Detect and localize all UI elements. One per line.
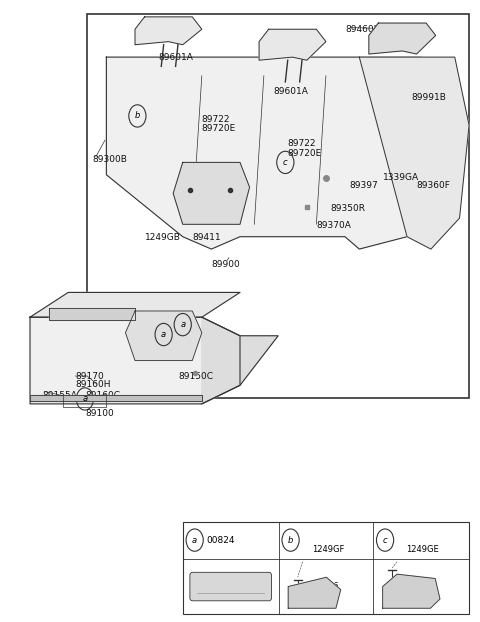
Text: 89722: 89722 [202,114,230,124]
Text: 89155A: 89155A [42,391,77,401]
Text: c: c [283,158,288,167]
Bar [87,14,469,397]
Polygon shape [135,17,202,45]
Text: 89370A: 89370A [316,221,351,230]
FancyBboxPatch shape [190,572,272,601]
Text: 1249GF: 1249GF [312,545,345,554]
Text: 89900: 89900 [211,260,240,269]
Text: 89460F: 89460F [345,25,379,34]
Text: 89300B: 89300B [92,155,127,164]
Text: 89601A: 89601A [159,53,194,62]
Text: a: a [83,394,87,404]
Polygon shape [49,308,135,320]
Text: b: b [135,111,140,121]
Polygon shape [30,292,240,317]
Text: 89720E: 89720E [288,149,322,157]
Text: 89150C: 89150C [178,371,213,381]
Polygon shape [360,57,469,249]
Text: 89076: 89076 [312,582,339,591]
Text: 89350R: 89350R [331,205,366,213]
Polygon shape [30,394,202,401]
Polygon shape [369,23,436,54]
Polygon shape [202,317,278,404]
Polygon shape [288,577,341,608]
Polygon shape [259,29,326,60]
Text: 89397: 89397 [350,181,379,190]
Text: 1249GB: 1249GB [144,233,180,243]
Text: 89100: 89100 [85,409,114,417]
Bar [183,521,469,615]
Polygon shape [107,57,455,249]
Polygon shape [383,574,440,608]
Text: c: c [383,536,387,545]
Text: 89991B: 89991B [412,93,447,102]
Text: 89160C: 89160C [85,391,120,401]
Text: 89411: 89411 [192,233,221,243]
Text: 89075: 89075 [407,588,433,597]
Text: 89722: 89722 [288,139,316,148]
Text: 89170: 89170 [75,371,104,381]
Polygon shape [125,311,202,361]
Text: 89360F: 89360F [417,181,450,190]
Text: a: a [180,320,185,329]
Polygon shape [173,162,250,225]
Text: 89601A: 89601A [274,86,308,96]
Text: 00824: 00824 [206,536,235,545]
Text: 1249GE: 1249GE [407,545,439,554]
Text: b: b [288,536,293,545]
Text: 89720E: 89720E [202,124,236,133]
Polygon shape [30,317,240,404]
Text: a: a [192,536,197,545]
Text: a: a [161,330,166,339]
Text: 1339GA: 1339GA [383,174,420,182]
Text: 89160H: 89160H [75,379,111,389]
